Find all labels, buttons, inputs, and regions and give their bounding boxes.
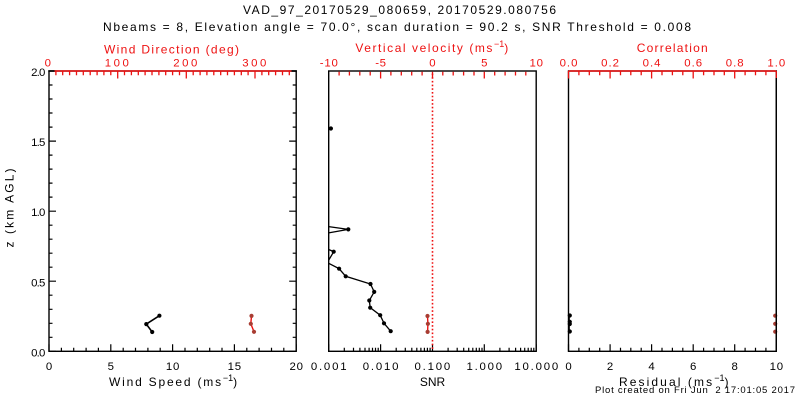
svg-text:5: 5 (108, 361, 114, 373)
svg-text:5: 5 (481, 57, 487, 69)
svg-text:200: 200 (173, 57, 200, 69)
svg-text:VAD_97_20170529_080659, 201705: VAD_97_20170529_080659, 20170529.080756 (243, 3, 556, 17)
svg-text:0.010: 0.010 (363, 361, 401, 373)
svg-text:0.0: 0.0 (560, 57, 579, 69)
svg-text:4: 4 (648, 361, 654, 373)
svg-text:Nbeams = 8, Elevation angle =: Nbeams = 8, Elevation angle = 70.0°, sca… (103, 20, 691, 34)
svg-text:1.0: 1.0 (31, 207, 45, 219)
svg-text:10: 10 (529, 57, 543, 69)
svg-text:10.000: 10.000 (514, 361, 560, 373)
svg-text:0.5: 0.5 (31, 277, 45, 289)
svg-text:Correlation: Correlation (637, 41, 708, 55)
svg-text:15: 15 (228, 361, 242, 373)
svg-text:SNR: SNR (420, 375, 446, 389)
svg-text:-10: -10 (320, 57, 339, 69)
svg-text:10: 10 (166, 361, 180, 373)
svg-text:Vertical velocity (ms−1): Vertical velocity (ms−1) (355, 39, 509, 55)
svg-text:300: 300 (242, 57, 269, 69)
svg-text:6: 6 (690, 361, 696, 373)
svg-text:Plot created on Fri Jun 2 17:: Plot created on Fri Jun 2 17:01:05 2017 (595, 385, 795, 396)
svg-text:0.100: 0.100 (415, 361, 453, 373)
svg-text:0.4: 0.4 (643, 57, 662, 69)
svg-text:0.001: 0.001 (311, 361, 349, 373)
svg-text:0: 0 (429, 57, 435, 69)
svg-text:0: 0 (45, 57, 51, 69)
svg-text:10: 10 (770, 361, 784, 373)
svg-text:0: 0 (565, 361, 571, 373)
svg-text:z (km AGL): z (km AGL) (3, 169, 17, 248)
svg-text:1.0: 1.0 (767, 57, 786, 69)
svg-text:-5: -5 (375, 57, 386, 69)
svg-text:0.6: 0.6 (684, 57, 703, 69)
svg-text:0.2: 0.2 (601, 57, 620, 69)
svg-text:8: 8 (732, 361, 738, 373)
svg-text:20: 20 (289, 361, 303, 373)
svg-text:1.5: 1.5 (31, 137, 45, 149)
svg-text:Wind Speed (ms−1): Wind Speed (ms−1) (109, 373, 239, 389)
svg-text:2.0: 2.0 (31, 67, 45, 79)
svg-text:0.8: 0.8 (726, 57, 745, 69)
svg-text:0: 0 (46, 361, 52, 373)
svg-text:1.000: 1.000 (466, 361, 504, 373)
svg-text:Residual (ms−1): Residual (ms−1) (619, 373, 731, 389)
svg-text:Wind Direction (deg): Wind Direction (deg) (104, 43, 239, 57)
svg-text:2: 2 (607, 361, 613, 373)
svg-text:0.0: 0.0 (31, 347, 45, 359)
svg-text:100: 100 (105, 57, 132, 69)
